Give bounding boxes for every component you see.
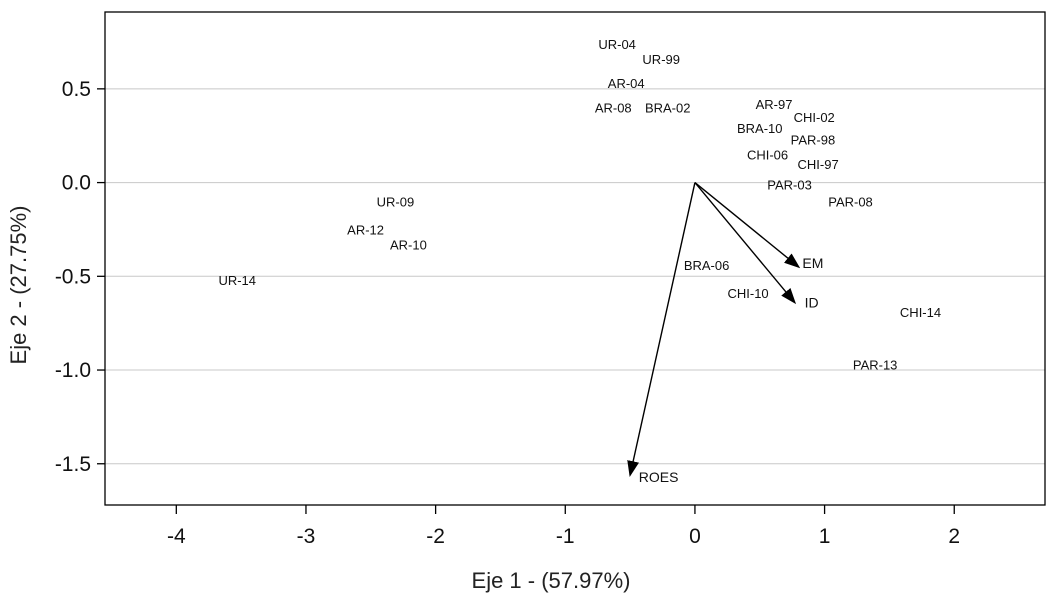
x-axis: -4 -3 -2 -1 0 1 2	[167, 505, 960, 548]
point-label-chi-14: CHI-14	[900, 305, 941, 320]
point-label-chi-97: CHI-97	[798, 157, 839, 172]
plot-frame	[104, 11, 1046, 506]
point-label-ur-99: UR-99	[642, 52, 680, 67]
point-label-bra-10: BRA-10	[737, 121, 783, 136]
vectors: EM ID ROES	[627, 182, 823, 485]
point-label-par-13: PAR-13	[853, 357, 898, 372]
vector-arrow-roes	[627, 182, 696, 477]
y-tick-label: -1.5	[55, 453, 91, 476]
point-label-ur-14: UR-14	[218, 273, 256, 288]
y-tick-label: -0.5	[55, 265, 91, 288]
point-label-chi-10: CHI-10	[727, 286, 768, 301]
vector-label-roes: ROES	[639, 469, 679, 485]
point-label-par-98: PAR-98	[791, 132, 836, 147]
point-label-ar-97: AR-97	[756, 97, 793, 112]
y-axis: 0.5 0.0 -0.5 -1.0 -1.5	[55, 78, 105, 476]
x-tick-label: -2	[426, 525, 445, 548]
point-label-ar-10: AR-10	[390, 237, 427, 252]
x-axis-title: Eje 1 - (57.97%)	[472, 568, 631, 593]
point-label-chi-02: CHI-02	[794, 110, 835, 125]
point-label-ar-04: AR-04	[608, 76, 645, 91]
point-label-ar-08: AR-08	[595, 101, 632, 116]
vector-label-id: ID	[805, 295, 819, 311]
point-label-chi-06: CHI-06	[747, 147, 788, 162]
point-label-ur-09: UR-09	[377, 194, 415, 209]
y-tick-label: -1.0	[55, 359, 91, 382]
point-label-bra-02: BRA-02	[645, 101, 691, 116]
point-label-ar-12: AR-12	[347, 222, 384, 237]
y-axis-title: Eje 2 - (27.75%)	[6, 206, 31, 365]
vector-arrow-id	[694, 182, 797, 305]
point-label-par-08: PAR-08	[828, 194, 873, 209]
vector-label-em: EM	[802, 255, 823, 271]
y-tick-label: 0.5	[62, 78, 91, 101]
x-tick-label: -3	[297, 525, 316, 548]
point-label-bra-06: BRA-06	[684, 258, 730, 273]
gridlines	[105, 88, 1045, 465]
x-tick-label: 1	[819, 525, 831, 548]
point-label-ur-04: UR-04	[598, 37, 636, 52]
x-tick-label: 0	[689, 525, 701, 548]
x-tick-label: 2	[948, 525, 960, 548]
vector-arrow-em	[694, 182, 801, 269]
point-label-par-03: PAR-03	[767, 177, 812, 192]
x-tick-label: -4	[167, 525, 186, 548]
x-tick-label: -1	[556, 525, 575, 548]
y-tick-label: 0.0	[62, 172, 91, 195]
